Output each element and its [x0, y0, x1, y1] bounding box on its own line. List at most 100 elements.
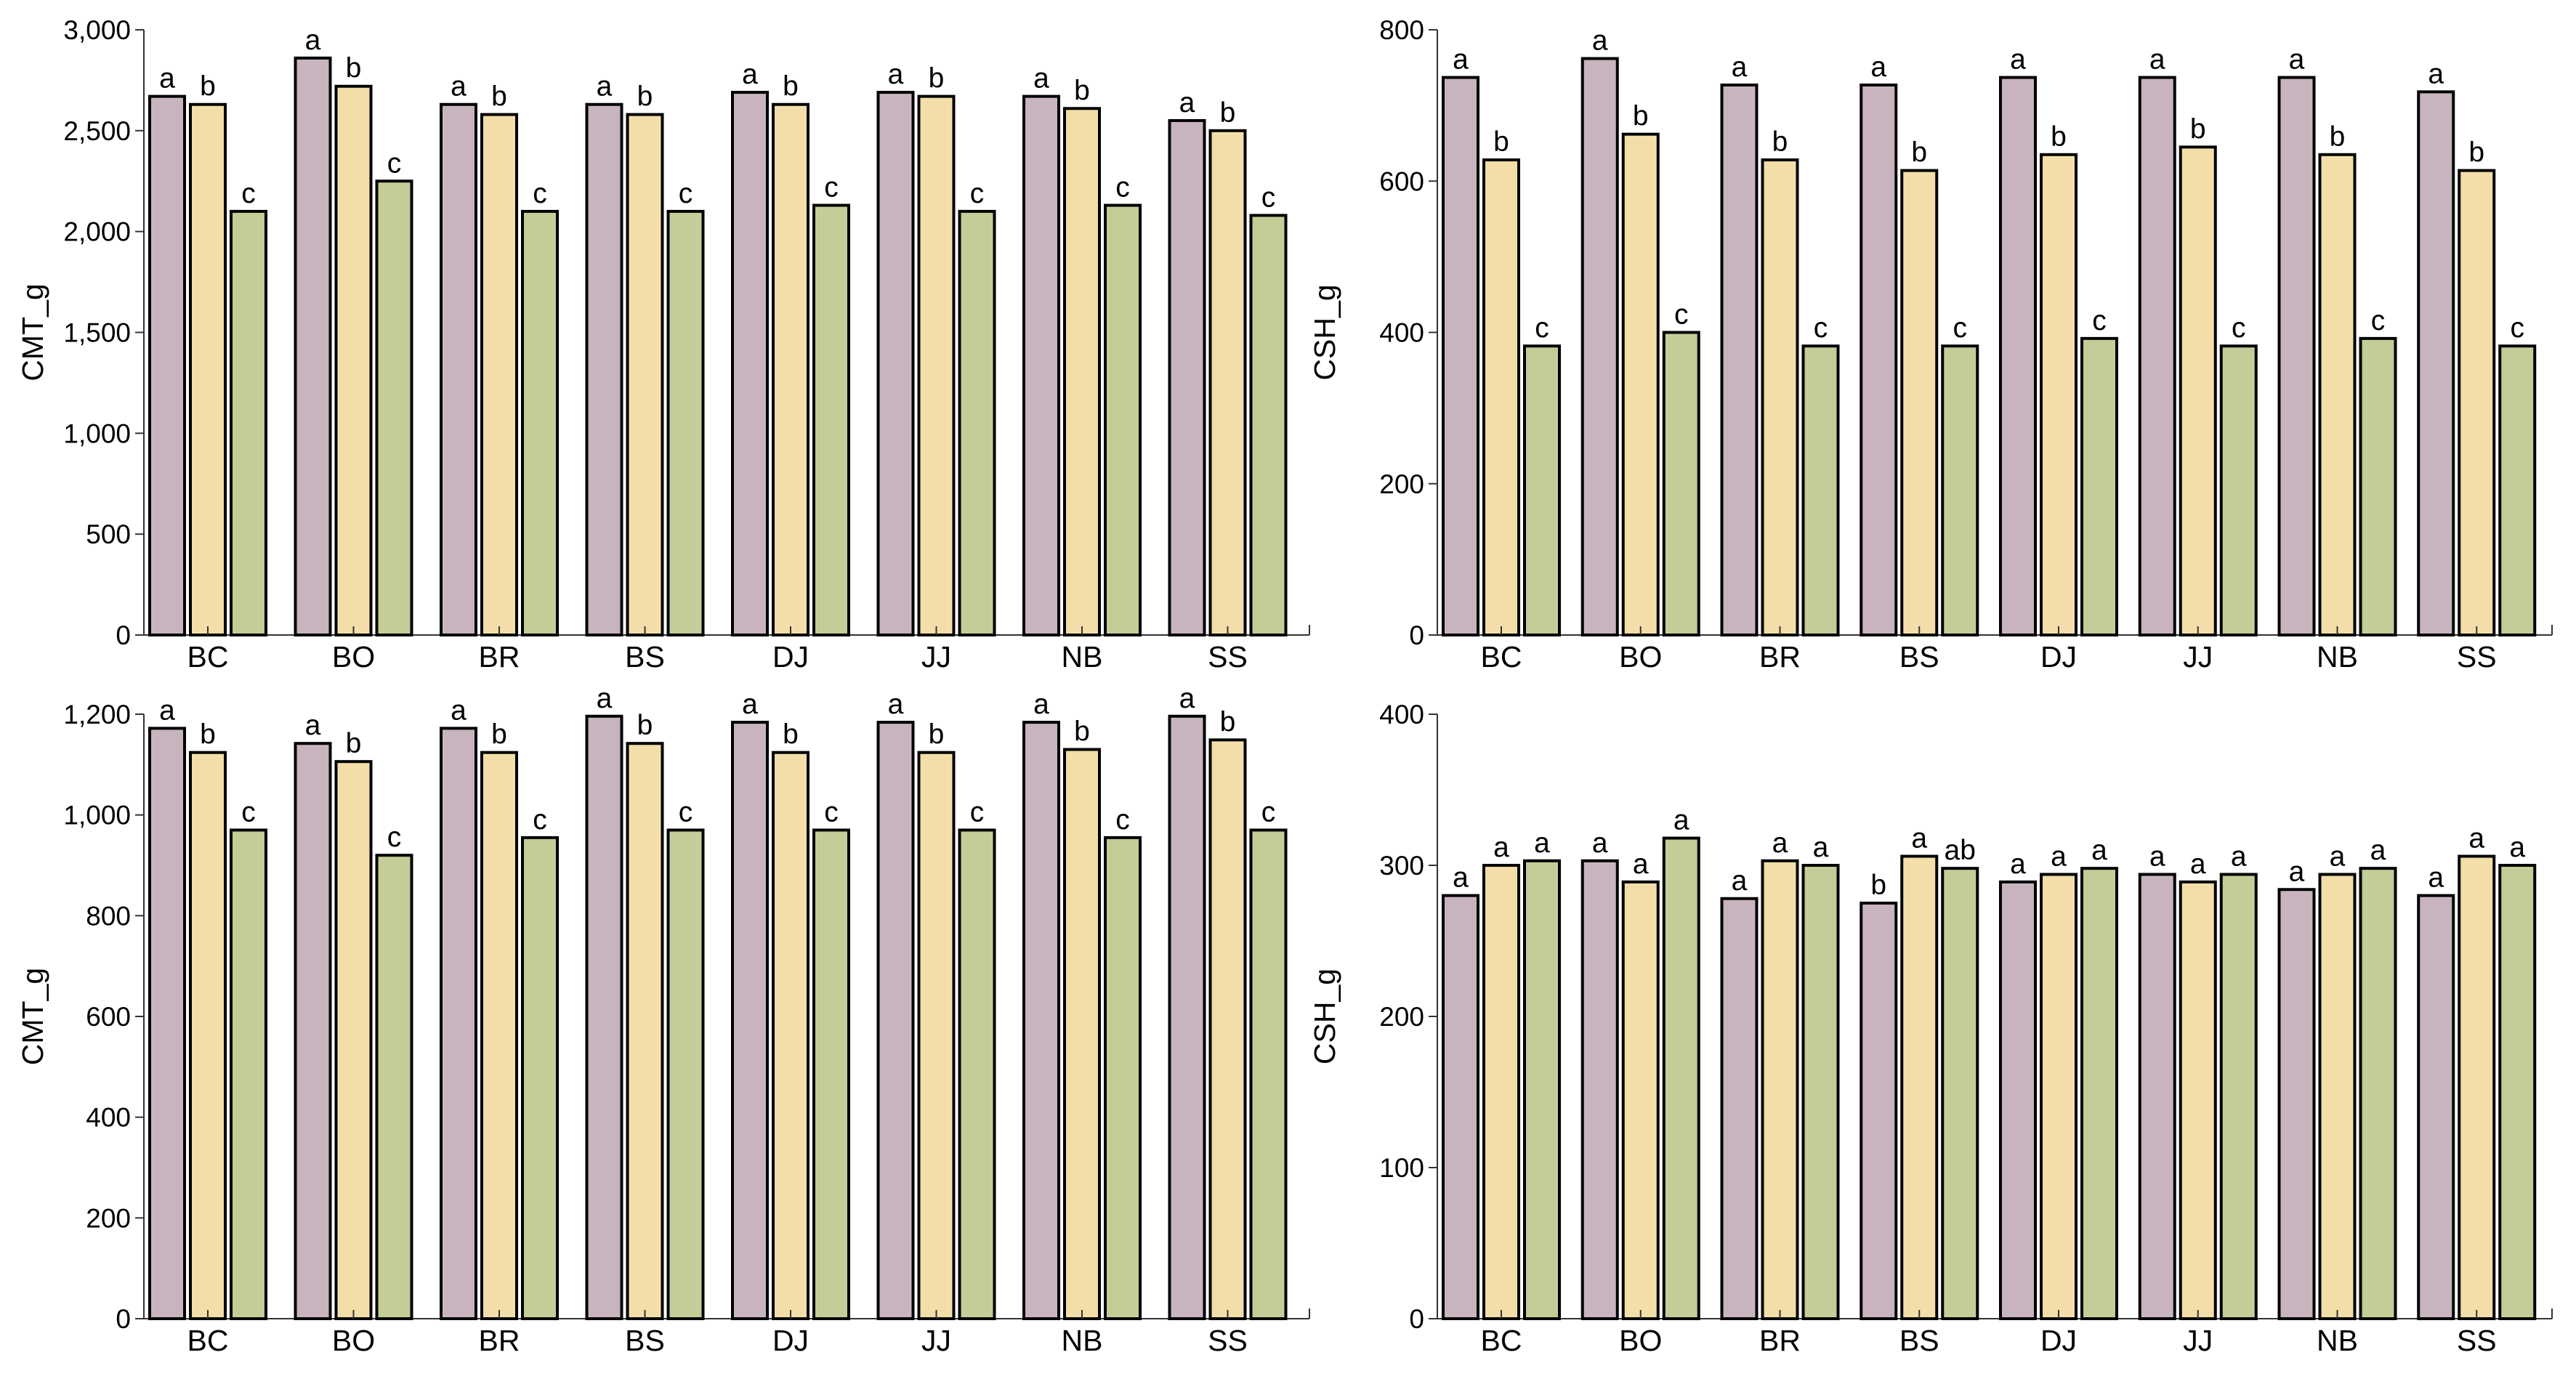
- bar-series-3-ss: [1249, 828, 1288, 1320]
- x-tick-label: BC: [187, 640, 229, 674]
- bar-series-3-jj: [958, 828, 996, 1320]
- bar-series-2-bs: [626, 742, 664, 1320]
- bar-series-2-jj: [917, 94, 956, 636]
- significance-label: a: [1453, 44, 1469, 76]
- significance-label: c: [1261, 182, 1276, 213]
- significance-label: b: [1493, 126, 1509, 158]
- significance-label: a: [1732, 52, 1748, 83]
- x-tick-label: BR: [1759, 1324, 1801, 1357]
- significance-label: a: [2149, 44, 2165, 76]
- x-tick-label: BO: [332, 1324, 375, 1357]
- bar-series-2-br: [480, 113, 518, 636]
- significance-label: a: [888, 689, 904, 720]
- x-tick-label: SS: [2457, 640, 2497, 674]
- significance-label: c: [1261, 796, 1276, 828]
- significance-label: a: [2289, 44, 2305, 76]
- bar-series-1-dj: [731, 721, 769, 1320]
- x-tick-label: JJ: [921, 1324, 951, 1357]
- y-tick-label: 600: [1379, 166, 1424, 196]
- bar-series-3-ss: [2498, 344, 2537, 636]
- bar-series-2-nb: [1063, 748, 1101, 1320]
- y-tick-label: 0: [1409, 620, 1424, 650]
- bar-series-1-bc: [1442, 76, 1479, 636]
- category-group-bo: ab c BO: [294, 710, 413, 1357]
- significance-label: c: [2232, 312, 2246, 344]
- bar-series-2-br: [480, 751, 518, 1320]
- significance-label: a: [597, 71, 613, 102]
- bar-series-3-jj: [2219, 344, 2258, 636]
- bar-series-1-jj: [876, 91, 915, 637]
- bar-series-3-nb: [1104, 203, 1142, 636]
- significance-label: c: [824, 796, 839, 828]
- significance-label: a: [2330, 841, 2346, 872]
- bar-series-3-nb: [2359, 867, 2397, 1321]
- significance-label: c: [533, 178, 547, 209]
- x-tick-label: DJ: [772, 1324, 809, 1357]
- bar-series-1-br: [440, 102, 477, 636]
- y-tick-label: 1,000: [63, 801, 131, 830]
- bar-series-3-ss: [2498, 864, 2537, 1320]
- significance-label: a: [1911, 823, 1927, 854]
- y-tick-label: 2,500: [63, 116, 131, 146]
- y-tick-label: 200: [1379, 469, 1424, 499]
- x-tick-label: BR: [479, 640, 520, 674]
- x-tick-label: NB: [2317, 640, 2358, 674]
- significance-label: b: [1220, 706, 1236, 737]
- category-group-br: a b c BR: [1720, 52, 1840, 674]
- significance-label: a: [1633, 849, 1649, 880]
- x-tick-label: DJ: [2040, 1324, 2077, 1357]
- x-tick-label: NB: [2317, 1324, 2358, 1357]
- significance-label: b: [491, 719, 507, 751]
- significance-label: a: [159, 695, 175, 726]
- significance-label: a: [2231, 841, 2247, 872]
- significance-label: b: [200, 719, 216, 751]
- significance-label: a: [1179, 683, 1195, 714]
- category-group-bs: a b c BS: [1860, 52, 1979, 674]
- bar-series-2-dj: [2040, 873, 2078, 1320]
- y-tick-label: 800: [86, 901, 131, 931]
- bar-series-1-nb: [1022, 94, 1060, 636]
- significance-label: c: [970, 796, 985, 828]
- significance-label: c: [1674, 299, 1689, 331]
- x-tick-label: BO: [332, 640, 375, 674]
- significance-label: a: [742, 689, 758, 720]
- bar-series-2-ss: [2458, 169, 2496, 637]
- y-tick-label: 400: [1379, 700, 1424, 729]
- x-tick-label: JJ: [921, 640, 951, 674]
- significance-label: a: [2428, 58, 2444, 89]
- bar-series-2-ss: [1208, 129, 1247, 637]
- bar-series-3-bo: [1662, 331, 1700, 636]
- bar-series-3-jj: [2219, 873, 2258, 1320]
- significance-label: a: [305, 710, 321, 741]
- significance-label: ab: [1945, 835, 1976, 866]
- significance-label: c: [1814, 312, 1828, 344]
- significance-label: a: [1493, 832, 1509, 863]
- significance-label: b: [1220, 97, 1236, 129]
- category-group-ss: aa aSS: [2417, 823, 2537, 1357]
- x-tick-label: NB: [1062, 640, 1103, 674]
- bar-series-3-br: [521, 836, 559, 1321]
- x-tick-label: SS: [2457, 1324, 2497, 1357]
- bar-series-1-bo: [1580, 859, 1619, 1320]
- significance-label: a: [1592, 828, 1608, 859]
- bar-series-3-bs: [666, 209, 705, 636]
- bar-series-2-bs: [626, 113, 664, 636]
- bar-series-3-bc: [1523, 344, 1561, 636]
- category-group-br: aa aBR: [1720, 828, 1840, 1357]
- bar-series-1-bs: [1860, 84, 1898, 637]
- significance-label: a: [2509, 832, 2525, 863]
- category-group-bc: ab c BC: [148, 695, 267, 1357]
- bar-series-1-dj: [1999, 76, 2037, 636]
- bar-series-3-bc: [230, 209, 267, 636]
- significance-label: b: [491, 81, 507, 113]
- significance-label: a: [1870, 52, 1886, 83]
- bar-series-1-jj: [2138, 76, 2176, 636]
- x-tick-label: BS: [1899, 640, 1939, 674]
- x-tick-label: BS: [625, 1324, 665, 1357]
- y-axis-title: CMT_g: [16, 283, 49, 381]
- x-tick-label: NB: [1062, 1324, 1103, 1357]
- significance-label: a: [2370, 835, 2386, 866]
- significance-label: c: [1953, 312, 1968, 344]
